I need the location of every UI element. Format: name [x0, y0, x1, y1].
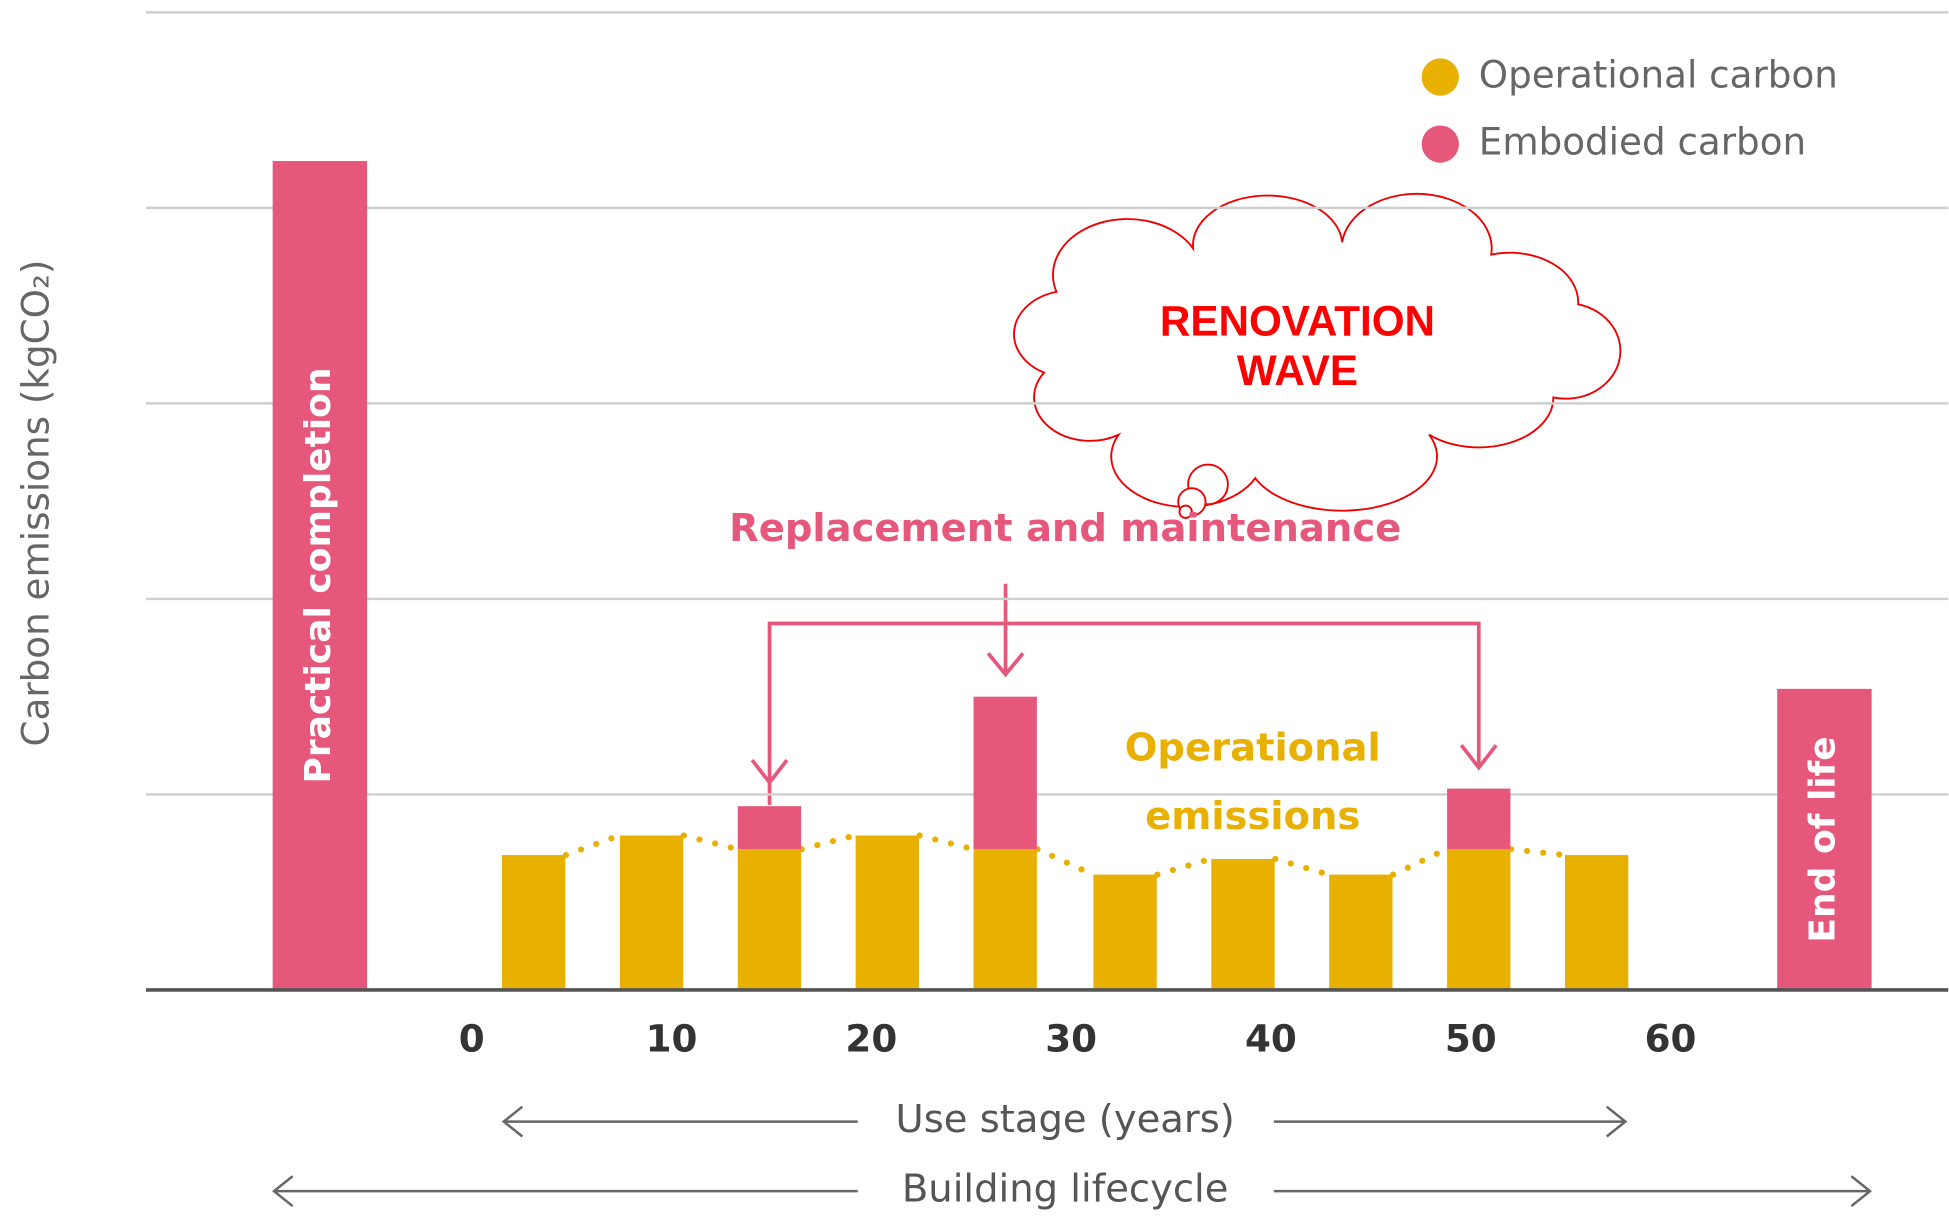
- annotation: emissions: [1145, 794, 1360, 839]
- bar: [501, 855, 566, 990]
- trend-dots: [562, 832, 1568, 878]
- bar: [1093, 874, 1157, 990]
- bar-label: End of life: [1802, 736, 1843, 942]
- bracket-arrows: [750, 583, 1498, 805]
- bar: [737, 849, 802, 990]
- thought-cloud: [1013, 192, 1622, 519]
- x-tick-label: 20: [845, 1016, 897, 1060]
- bar: [973, 696, 1037, 850]
- x-tick-label: 0: [459, 1016, 485, 1060]
- annotation: Replacement and maintenance: [729, 506, 1401, 551]
- x-tick-label: 50: [1445, 1016, 1497, 1060]
- bar: [737, 806, 802, 850]
- legend-swatch: [1421, 58, 1459, 96]
- x-tick-label: 30: [1045, 1016, 1097, 1060]
- annotation: Operational: [1125, 726, 1381, 771]
- x-tick-label: 40: [1245, 1016, 1297, 1060]
- x-tick-label: 60: [1645, 1016, 1697, 1060]
- bar: [1777, 688, 1872, 990]
- annotation: Use stage (years): [896, 1097, 1235, 1142]
- bar: [855, 835, 919, 990]
- bar: [1329, 874, 1393, 990]
- bar: [619, 835, 684, 990]
- x-tick-label: 10: [646, 1016, 698, 1060]
- bar: [272, 161, 368, 990]
- bar: [973, 849, 1037, 990]
- bar-label: Practical completion: [298, 367, 339, 783]
- bar: [1564, 855, 1629, 990]
- bar: [1447, 849, 1511, 990]
- annotation: Building lifecycle: [902, 1167, 1229, 1212]
- plot: 0 10 20 30 40 50 60 Practical completion End of …: [146, 11, 1949, 1060]
- bar: [1447, 788, 1511, 850]
- legend-swatch: [1421, 125, 1459, 163]
- cloud-text: WAVE: [1237, 347, 1358, 394]
- bar: [1211, 858, 1275, 990]
- legend-label: Operational carbon: [1479, 53, 1838, 97]
- cloud-text: RENOVATION: [1160, 297, 1435, 344]
- legend-label: Embodied carbon: [1479, 120, 1806, 164]
- span-arrows: [271, 1105, 1873, 1208]
- y-axis-label: Carbon emissions (kgCO₂): [13, 260, 57, 747]
